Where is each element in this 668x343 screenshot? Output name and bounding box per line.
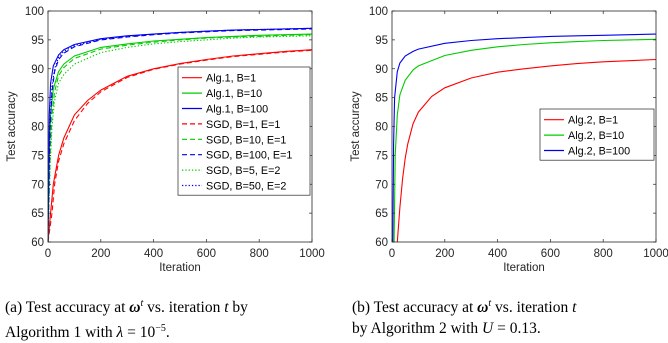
y-axis-label: Test accuracy [6,91,18,162]
x-tick-label: 0 [389,248,395,260]
y-axis-label: Test accuracy [350,91,362,162]
y-tick-label: 90 [375,64,388,76]
legend-label-8: SGD, B=50, E=2 [206,181,286,193]
caption-a-omega-symbol: ω [129,299,141,317]
caption-b-param-eq: = 0.13 [493,320,537,338]
caption-b-iter-var: t [572,299,577,317]
y-tick-label: 80 [31,122,44,134]
legend-label-2: Alg.2, B=10 [568,130,624,142]
x-tick-label: 200 [435,248,454,260]
legend-label-7: SGD, B=5, E=2 [206,165,280,177]
series-line-8 [48,27,312,242]
legend: Alg.2, B=1 Alg.2, B=10 Alg.2, B=100 [539,108,655,161]
caption-a-middle: vs. iteration [143,299,225,317]
legend-label-1: Alg.2, B=1 [568,115,618,127]
caption-a-param-eq: = 10 [123,324,156,342]
y-tick-label: 80 [375,122,388,134]
y-tick-label: 70 [375,179,388,191]
legend-label-3: Alg.2, B=100 [568,146,630,158]
y-tick-label: 65 [31,208,44,220]
legend: Alg.1, B=1 Alg.1, B=10 Alg.1, B=100 SGD, B=… [177,66,311,196]
legend-label-3: Alg.1, B=100 [206,104,268,116]
x-tick-label: 800 [250,248,269,260]
y-tick-label: 70 [31,179,44,191]
x-tick-label: 1000 [643,248,668,260]
x-tick-label: 600 [197,248,216,260]
caption-b: (b) Test accuracy at ωt vs. iteration t … [352,293,664,339]
y-tick-label: 95 [31,35,44,47]
caption-a-period: . [165,324,170,342]
y-tick-label: 100 [25,6,44,18]
y-tick-label: 75 [31,150,44,162]
x-tick-label: 200 [91,248,110,260]
caption-b-superscript: t [488,298,492,309]
y-tick-label: 85 [375,93,388,105]
caption-a-prefix: (a) Test accuracy at [5,299,130,317]
legend-label-5: SGD, B=10, E=1 [206,134,286,146]
y-tick-label: 85 [31,93,44,105]
x-tick-label: 400 [144,248,163,260]
legend-label-1: Alg.1, B=1 [206,73,256,85]
legend-box [177,66,311,196]
series-line-5 [48,34,312,242]
caption-a-superscript: t [140,298,144,309]
y-tick-label: 60 [375,237,388,249]
y-tick-label: 90 [31,64,44,76]
legend-label-2: Alg.1, B=10 [206,88,262,100]
series-line-2 [393,38,656,242]
x-tick-label: 800 [594,248,613,260]
caption-b-algorithm: by Algorithm 2 with [352,320,483,338]
legend-label-4: SGD, B=1, E=1 [206,119,280,131]
caption-b-period: . [536,320,541,338]
caption-b-omega-symbol: ω [477,299,489,317]
caption-b-param-var: U [482,320,494,338]
caption-a-iter-var: t [224,299,229,317]
y-tick-label: 95 [375,35,388,47]
y-tick-label: 60 [31,237,44,249]
series-line-1 [48,49,312,242]
x-axis-label: Iteration [159,262,201,274]
y-tick-label: 100 [369,6,388,18]
series-line-3 [392,33,656,242]
x-tick-label: 0 [45,248,51,260]
x-tick-label: 600 [541,248,560,260]
x-axis-label: Iteration [503,262,545,274]
caption-a-param-exp: −5 [155,323,166,335]
x-tick-label: 400 [488,248,507,260]
legend-label-6: SGD, B=100, E=1 [206,150,292,162]
x-tick-label: 1000 [299,248,325,260]
caption-b-middle: vs. iteration [491,299,573,317]
y-tick-label: 75 [375,150,388,162]
series-line-4 [48,49,312,242]
caption-b-prefix: (b) Test accuracy at [352,299,478,317]
series-line-1 [396,58,656,242]
caption-a: (a) Test accuracy at ωt vs. iteration t … [5,293,327,343]
caption-a-algorithm: Algorithm 1 with [5,324,117,342]
caption-a-param-var: λ [116,324,124,342]
y-tick-label: 65 [375,208,388,220]
caption-a-end: by [228,299,248,317]
